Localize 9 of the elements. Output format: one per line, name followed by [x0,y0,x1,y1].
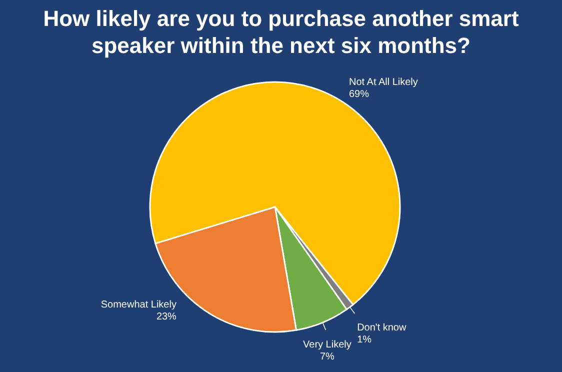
slice-label: Somewhat Likely [100,299,176,310]
data-label: 1% [357,334,372,346]
slice-label: Not At All Likely [348,76,418,88]
chart-title: How likely are you to purchase another smart speaker within the next six months? [43,6,520,58]
data-label: 7% [320,352,335,363]
slice-label: Don't know [357,322,407,334]
data-label: 69% [348,88,370,100]
data-label: 23% [156,311,177,322]
slice-label: Very Likely [303,340,352,351]
